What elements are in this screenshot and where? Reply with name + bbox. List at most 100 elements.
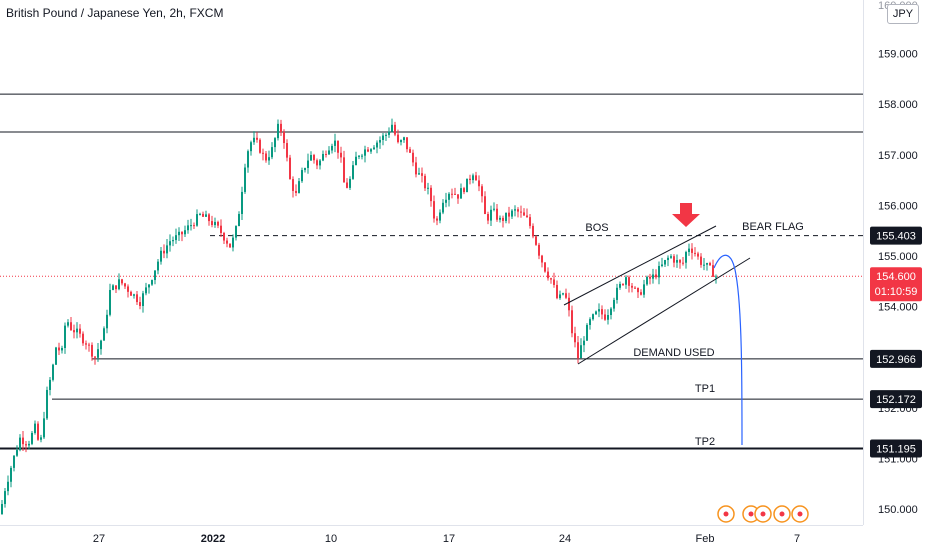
candle-body	[604, 314, 606, 320]
candle-body	[685, 252, 687, 263]
candle-body	[346, 182, 348, 188]
candle-body	[289, 157, 291, 180]
candle-body	[508, 212, 510, 217]
bear-flag-label: BEAR FLAG	[742, 221, 804, 233]
candle-body	[142, 293, 144, 307]
candle-body	[715, 276, 717, 278]
candle-body	[589, 319, 591, 325]
candle-body	[325, 153, 327, 155]
candle-body	[661, 264, 663, 266]
candle-body	[10, 467, 12, 482]
candle-body	[133, 294, 135, 296]
candle-body	[7, 481, 9, 492]
candle-body	[670, 256, 672, 258]
candle-body	[19, 437, 21, 451]
candle-body	[622, 283, 624, 285]
demand-price-tag: 152.966	[876, 354, 916, 366]
candle-body	[250, 142, 252, 152]
candle-body	[229, 243, 231, 248]
candle-body	[265, 153, 267, 161]
candle-body	[256, 137, 258, 140]
candle-body	[463, 188, 465, 193]
candle-body	[232, 237, 234, 248]
flag-upper-line	[563, 225, 717, 306]
tp2-label: TP2	[695, 436, 715, 448]
candle-body	[334, 140, 336, 146]
candle-body	[181, 231, 183, 235]
candle-body	[427, 187, 429, 189]
candle-body	[394, 124, 396, 135]
candle-body	[49, 379, 51, 390]
candle-body	[1, 504, 3, 515]
candle-body	[286, 143, 288, 158]
x-tick-label: 2022	[201, 533, 225, 545]
candle-body	[550, 278, 552, 280]
candle-body	[43, 418, 45, 438]
candle-body	[553, 279, 555, 285]
candle-body	[373, 147, 375, 150]
candle-body	[190, 225, 192, 227]
candle-body	[172, 240, 174, 242]
candle-body	[358, 155, 360, 157]
candle-body	[85, 343, 87, 345]
x-tick-label: 7	[794, 533, 800, 545]
candle-body	[316, 160, 318, 166]
candle-body	[58, 347, 60, 351]
currency-button[interactable]: JPY	[887, 4, 919, 24]
tp2-price-tag-bg	[870, 439, 922, 458]
candle-body	[388, 131, 390, 135]
candle-body	[454, 193, 456, 195]
candle-body	[184, 230, 186, 235]
candle-body	[700, 256, 702, 265]
candle-body	[439, 212, 441, 221]
y-tick-label: 158.000	[878, 99, 918, 111]
event-marker-dot	[779, 511, 785, 517]
candle-body	[310, 155, 312, 161]
candle-body	[520, 211, 522, 213]
candle-body	[217, 221, 219, 226]
x-tick-label: Feb	[696, 533, 715, 545]
candle-body	[478, 180, 480, 187]
candle-body	[55, 347, 57, 365]
candle-body	[565, 293, 567, 298]
candle-body	[64, 325, 66, 348]
candle-body	[400, 140, 402, 143]
candle-body	[115, 285, 117, 290]
candle-body	[490, 209, 492, 221]
candle-body	[619, 283, 621, 288]
candle-body	[502, 217, 504, 221]
candle-body	[259, 139, 261, 153]
down-arrow-icon	[672, 203, 700, 227]
candle-body	[418, 173, 420, 175]
candle-body	[574, 333, 576, 343]
event-marker-dot	[723, 511, 729, 517]
candle-body	[112, 285, 114, 290]
candle-body	[139, 302, 141, 307]
event-marker-dot	[748, 511, 754, 517]
candle-body	[145, 287, 147, 294]
candle-body	[547, 271, 549, 279]
candle-body	[706, 263, 708, 265]
candle-body	[430, 187, 432, 202]
candle-body	[283, 132, 285, 144]
x-tick-label: 17	[443, 533, 455, 545]
y-tick-label: 157.000	[878, 150, 918, 162]
demand-used-label: DEMAND USED	[633, 347, 714, 359]
event-marker-dot	[760, 511, 766, 517]
candle-body	[268, 157, 270, 161]
candle-body	[577, 342, 579, 359]
candle-body	[298, 181, 300, 193]
candle-body	[532, 225, 534, 237]
candle-body	[307, 160, 309, 168]
candle-body	[340, 152, 342, 158]
candle-body	[544, 262, 546, 272]
candle-body	[481, 186, 483, 197]
candle-body	[595, 311, 597, 315]
candle-body	[457, 194, 459, 199]
candle-body	[4, 491, 6, 505]
candle-body	[436, 218, 438, 221]
candle-body	[571, 310, 573, 334]
candle-body	[220, 225, 222, 233]
